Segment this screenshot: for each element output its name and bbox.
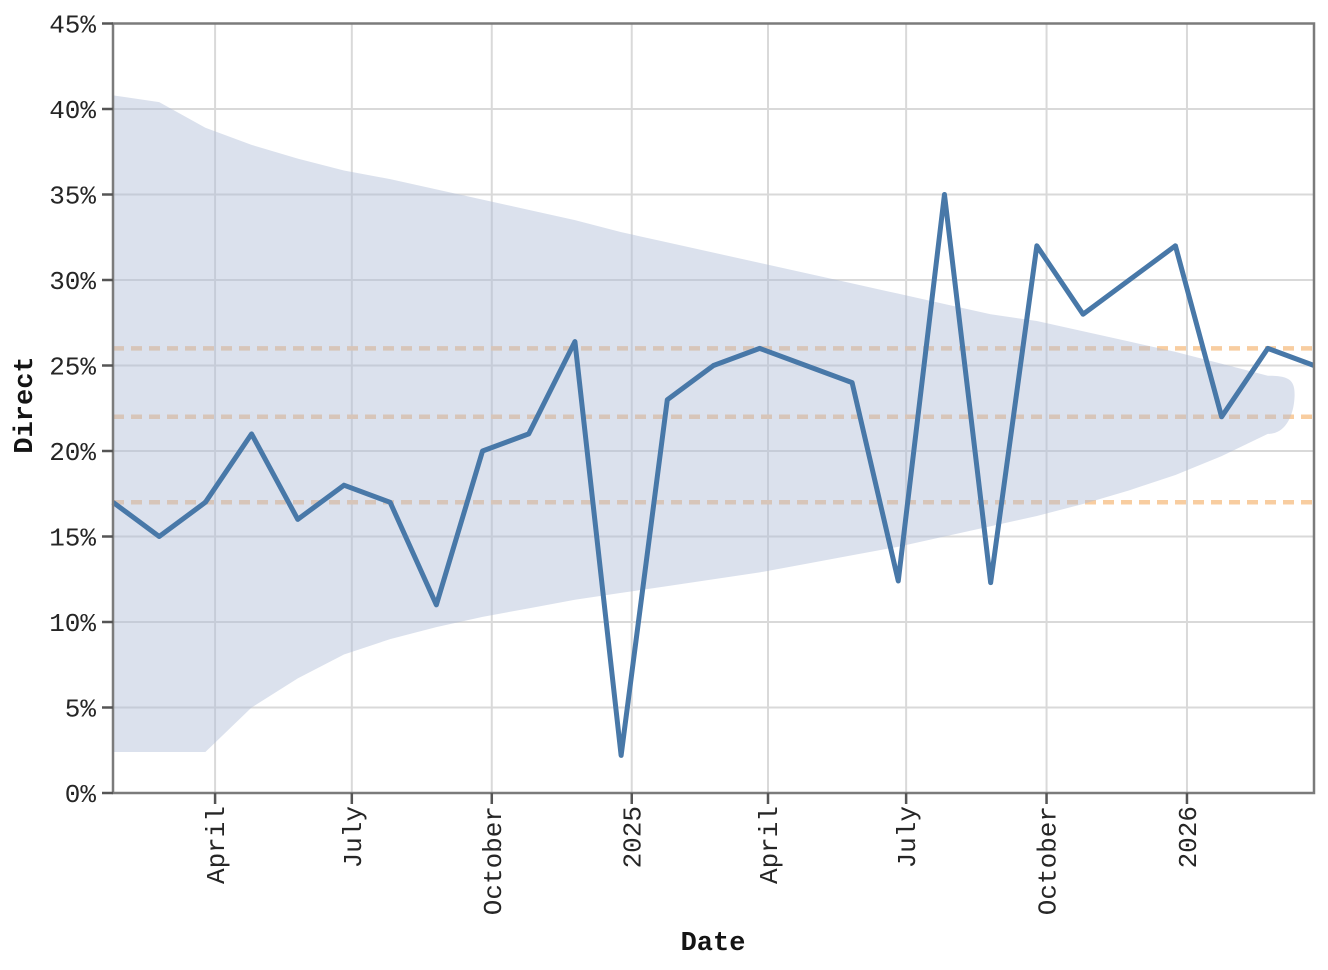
direct-series-line <box>111 192 1315 758</box>
x-axis-title: Date <box>680 929 746 959</box>
y-axis-title: Direct <box>11 356 41 454</box>
x-tick-label: 2026 <box>1174 806 1204 868</box>
x-tick-label: July <box>893 806 923 868</box>
axes-spines <box>111 22 1316 795</box>
y-tick-label: 10% <box>49 609 96 639</box>
y-tick-label: 45% <box>49 11 96 41</box>
x-tick-label: 2025 <box>619 806 649 868</box>
y-tick-label: 25% <box>49 353 96 383</box>
x-tick-label: October <box>1034 806 1064 915</box>
x-tick-label: April <box>755 806 785 884</box>
y-tick-label: 20% <box>49 438 96 468</box>
y-tick-label: 15% <box>49 524 96 554</box>
y-tick-label: 30% <box>49 267 96 297</box>
y-tick-label: 35% <box>49 182 96 212</box>
x-tick-label: July <box>339 806 369 868</box>
y-tick-label: 5% <box>65 695 97 725</box>
y-tick-label: 40% <box>49 96 96 126</box>
y-tick-label: 0% <box>65 780 97 810</box>
x-tick-label: October <box>479 806 509 915</box>
x-tick-label: April <box>202 806 232 884</box>
confidence-band <box>113 95 1295 752</box>
